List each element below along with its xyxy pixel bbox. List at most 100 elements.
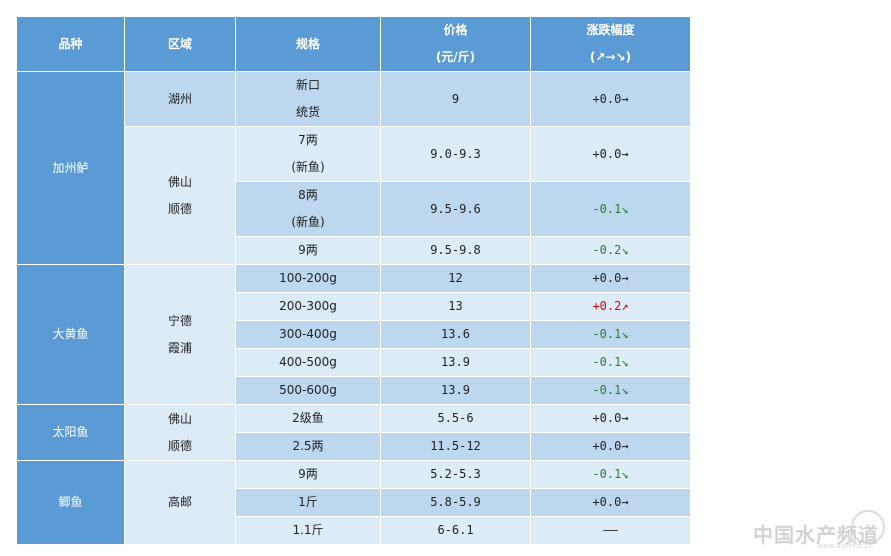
header-change-legend: (↗→↘) <box>589 50 632 64</box>
header-price: 价格 (元/斤) <box>380 16 531 72</box>
change-cell: +0.0→ <box>530 404 691 433</box>
header-price-label: 价格 <box>443 23 468 37</box>
spec-label: 400-500g <box>279 355 337 369</box>
table-row: 大黄鱼 宁德 霞浦 100-200g 12 +0.0→ <box>16 264 691 405</box>
spec-cell: 400-500g <box>235 348 381 377</box>
change-cell: +0.0→ <box>530 432 691 461</box>
spec-label: 300-400g <box>279 327 337 341</box>
change-cell: -0.1↘ <box>530 460 691 489</box>
table-header: 品种 区域 规格 价格 (元/斤) 涨跌幅度 (↗→↘) <box>16 16 691 72</box>
spec-cell: 9两 <box>235 460 381 489</box>
spec-label: 1斤 <box>298 495 318 509</box>
price-cell: 5.8-5.9 <box>380 488 531 517</box>
spec-cell: 2级鱼 <box>235 404 381 433</box>
spec-label: 7两 <box>298 133 318 147</box>
spec-label: 2.5两 <box>292 439 324 453</box>
spec-cell: 2.5两 <box>235 432 381 461</box>
region-label: 顺德 <box>167 201 192 216</box>
table-row: 1.1斤 6-6.1 —— <box>17 516 691 545</box>
spec-cell: 300-400g <box>235 320 381 349</box>
change-cell: -0.2↘ <box>530 236 691 265</box>
price-cell: 5.2-5.3 <box>380 460 531 489</box>
region-cell: 宁德 霞浦 <box>124 264 236 405</box>
table-row: 300-400g 13.6 -0.1↘ <box>17 320 691 349</box>
price-cell: 13 <box>380 292 531 321</box>
header-price-unit: (元/斤) <box>435 50 476 64</box>
spec-cell: 1.1斤 <box>235 516 381 545</box>
header-spec: 规格 <box>235 16 381 72</box>
change-cell: -0.1↘ <box>530 348 691 377</box>
region-label: 湖州 <box>167 91 192 106</box>
header-region: 区域 <box>124 16 236 72</box>
change-cell: -0.1↘ <box>530 181 691 237</box>
spec-label: 9两 <box>298 467 318 481</box>
region-label: 佛山 <box>167 411 192 426</box>
spec-label: 统货 <box>295 105 320 119</box>
spec-cell: 100-200g <box>235 264 381 293</box>
table-row: 太阳鱼 佛山 顺德 2级鱼 5.5-6 +0.0→ <box>16 404 691 461</box>
price-table: 品种 区域 规格 价格 (元/斤) 涨跌幅度 (↗→↘) 加州鲈 湖州 新口 统货 9 +… <box>16 16 691 545</box>
table-row: 佛山 顺德 7两 (新鱼) 9.0-9.3 +0.0→ <box>17 126 691 265</box>
species-cell: 加州鲈 <box>16 71 125 265</box>
watermark-url: www.fishfirst.cn <box>817 542 873 550</box>
price-cell: 13.6 <box>380 320 531 349</box>
table-row: 鲫鱼 高邮 9两 5.2-5.3 -0.1↘ <box>16 460 691 545</box>
spec-label: 8两 <box>298 188 318 202</box>
table-row: 加州鲈 湖州 新口 统货 9 +0.0→ <box>16 71 691 265</box>
change-cell: +0.0→ <box>530 71 691 127</box>
price-cell: 13.9 <box>380 348 531 377</box>
spec-cell: 9两 <box>235 236 381 265</box>
change-cell: +0.2↗ <box>530 292 691 321</box>
species-cell: 大黄鱼 <box>16 264 125 405</box>
spec-label: 1.1斤 <box>292 523 324 537</box>
spec-cell: 新口 统货 <box>235 71 381 127</box>
spec-cell: 500-600g <box>235 376 381 405</box>
price-cell: 12 <box>380 264 531 293</box>
price-cell: 5.5-6 <box>380 404 531 433</box>
change-cell: +0.0→ <box>530 264 691 293</box>
region-cell: 佛山 顺德 <box>124 126 236 265</box>
spec-cell: 1斤 <box>235 488 381 517</box>
table-row: 1斤 5.8-5.9 +0.0→ <box>17 488 691 517</box>
change-cell: -0.1↘ <box>530 320 691 349</box>
change-cell: +0.0→ <box>530 126 691 182</box>
change-cell: +0.0→ <box>530 488 691 517</box>
spec-label: 100-200g <box>279 271 337 285</box>
region-cell: 高邮 <box>124 460 236 545</box>
region-label: 宁德 <box>167 313 192 328</box>
spec-label: (新鱼) <box>291 160 325 174</box>
price-cell: 9.0-9.3 <box>380 126 531 182</box>
region-cell: 佛山 顺德 <box>124 404 236 461</box>
spec-label: (新鱼) <box>291 215 325 229</box>
spec-label: 9两 <box>298 243 318 257</box>
header-change: 涨跌幅度 (↗→↘) <box>530 16 691 72</box>
price-cell: 9.5-9.6 <box>380 181 531 237</box>
table-row: 9两 9.5-9.8 -0.2↘ <box>17 236 691 265</box>
region-label: 霞浦 <box>167 340 192 355</box>
table-row: 8两 (新鱼) 9.5-9.6 -0.1↘ <box>17 181 691 237</box>
table-body: 加州鲈 湖州 新口 统货 9 +0.0→ 佛山 顺德 7两 (新鱼) 9.0-9.3 +0.0→ 8两(… <box>16 71 691 545</box>
header-change-label: 涨跌幅度 <box>586 23 635 37</box>
species-cell: 太阳鱼 <box>16 404 125 461</box>
spec-label: 200-300g <box>279 299 337 313</box>
spec-label: 500-600g <box>279 383 337 397</box>
spec-cell: 8两 (新鱼) <box>235 181 381 237</box>
region-label: 顺德 <box>167 438 192 453</box>
region-cell: 湖州 <box>124 71 236 127</box>
region-label: 高邮 <box>167 495 192 509</box>
change-cell: -0.1↘ <box>530 376 691 405</box>
change-cell: —— <box>530 516 691 545</box>
table-row: 200-300g 13 +0.2↗ <box>17 292 691 321</box>
spec-cell: 7两 (新鱼) <box>235 126 381 182</box>
table-row: 500-600g 13.9 -0.1↘ <box>17 376 691 405</box>
table-row: 2.5两 11.5-12 +0.0→ <box>17 432 691 461</box>
watermark-globe-icon <box>851 510 885 544</box>
header-species: 品种 <box>16 16 125 72</box>
spec-label: 新口 <box>295 78 320 92</box>
price-cell: 6-6.1 <box>380 516 531 545</box>
spec-cell: 200-300g <box>235 292 381 321</box>
species-cell: 鲫鱼 <box>16 460 125 545</box>
price-cell: 9.5-9.8 <box>380 236 531 265</box>
price-cell: 9 <box>380 71 531 127</box>
spec-label: 2级鱼 <box>292 411 324 425</box>
